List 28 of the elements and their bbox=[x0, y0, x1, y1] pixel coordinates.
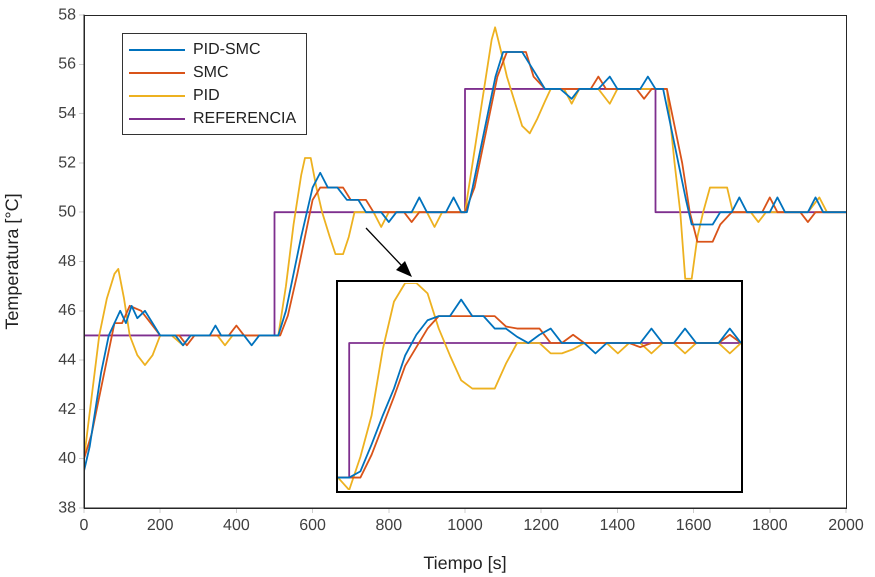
x-tick-label: 1200 bbox=[523, 517, 560, 534]
y-tick-label: 38 bbox=[58, 499, 76, 516]
y-axis-title: Temperatura [°C] bbox=[2, 193, 22, 330]
y-tick-label: 46 bbox=[58, 302, 76, 320]
legend-label: PID bbox=[193, 86, 220, 104]
x-tick-label: 200 bbox=[146, 517, 174, 534]
x-tick-label: 2000 bbox=[828, 517, 864, 534]
x-tick-label: 0 bbox=[80, 517, 89, 534]
x-tick-label: 1800 bbox=[752, 517, 788, 534]
legend-label: REFERENCIA bbox=[193, 110, 296, 128]
legend-label: SMC bbox=[193, 64, 229, 82]
x-tick-label: 800 bbox=[375, 517, 402, 534]
x-tick-label: 400 bbox=[223, 517, 250, 534]
x-tick-label: 1000 bbox=[447, 517, 483, 534]
y-tick-label: 50 bbox=[58, 204, 76, 221]
legend-label: PID-SMC bbox=[193, 40, 261, 58]
y-tick-label: 48 bbox=[58, 252, 76, 270]
y-tick-label: 58 bbox=[58, 6, 76, 24]
y-tick-label: 52 bbox=[58, 154, 76, 172]
x-tick-label: 1600 bbox=[676, 517, 712, 534]
x-tick-label: 1400 bbox=[600, 517, 636, 534]
x-axis-title: Tiempo [s] bbox=[423, 553, 507, 574]
y-tick-label: 42 bbox=[58, 400, 76, 418]
y-tick-label: 40 bbox=[58, 450, 76, 468]
y-tick-label: 54 bbox=[58, 105, 76, 122]
x-tick-label: 600 bbox=[299, 517, 326, 534]
y-tick-label: 56 bbox=[58, 56, 76, 73]
y-tick-label: 44 bbox=[58, 352, 76, 369]
